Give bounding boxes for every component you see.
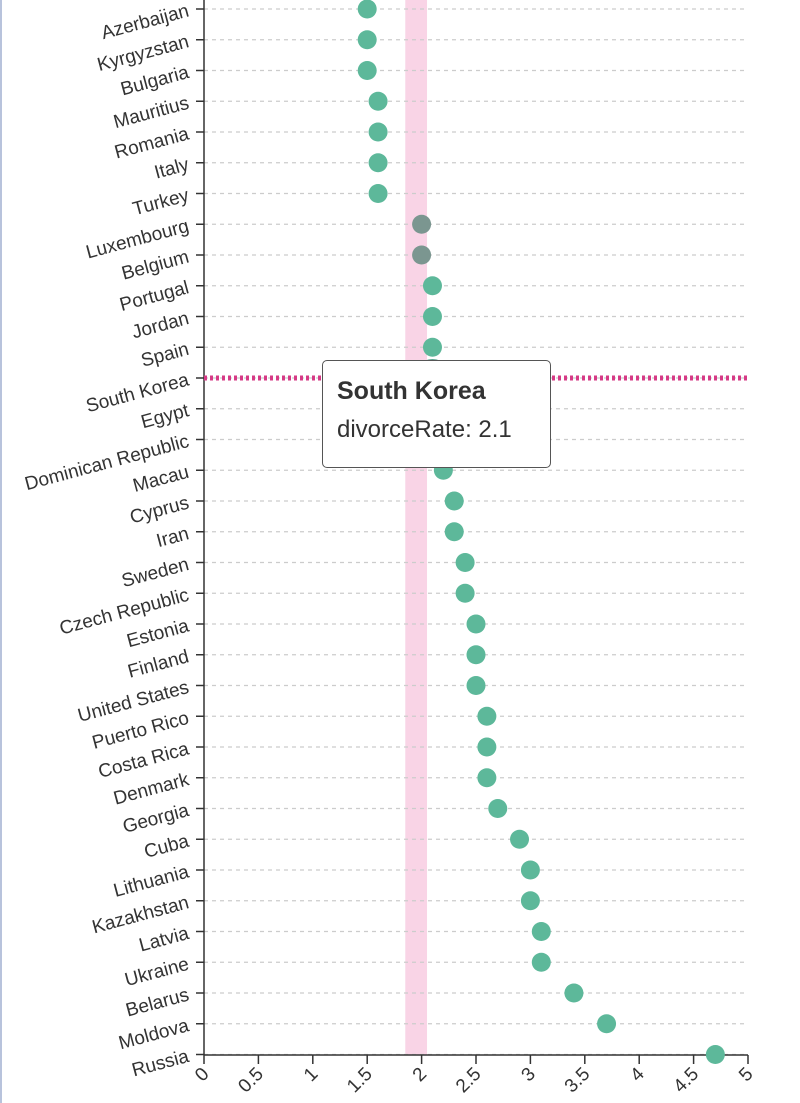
y-tick-label: Turkey xyxy=(130,185,191,220)
data-point[interactable] xyxy=(466,676,486,695)
data-point[interactable] xyxy=(597,1014,617,1034)
y-tick-label: Russia xyxy=(130,1046,192,1081)
data-point[interactable] xyxy=(368,91,388,111)
data-point[interactable] xyxy=(368,153,388,173)
data-point[interactable] xyxy=(455,583,475,603)
window-edge xyxy=(0,0,2,1103)
data-point[interactable] xyxy=(444,522,464,542)
data-point[interactable] xyxy=(466,645,486,665)
y-tick-label: Jordan xyxy=(130,308,192,343)
data-point[interactable] xyxy=(412,214,432,234)
data-point[interactable] xyxy=(422,307,442,326)
data-point[interactable] xyxy=(368,184,388,203)
data-point[interactable] xyxy=(531,952,551,972)
y-tick-label: Italy xyxy=(152,154,192,183)
data-point[interactable] xyxy=(357,30,377,50)
y-tick-label: Egypt xyxy=(139,400,192,433)
data-point[interactable] xyxy=(705,1045,725,1064)
data-point[interactable] xyxy=(357,61,377,80)
x-tick-label: 1.5 xyxy=(343,1064,377,1098)
tooltip-title: South Korea xyxy=(337,377,486,405)
x-tick-label: 3.5 xyxy=(561,1064,595,1098)
data-point[interactable] xyxy=(357,0,377,19)
data-point[interactable] xyxy=(368,122,388,142)
y-tick-label: Latvia xyxy=(137,923,192,957)
x-tick-label: 1 xyxy=(300,1064,322,1086)
y-tick-label: Macau xyxy=(131,462,192,497)
data-point[interactable] xyxy=(488,799,508,818)
data-point[interactable] xyxy=(422,276,442,296)
x-tick-label: 5 xyxy=(735,1064,757,1086)
data-point[interactable] xyxy=(477,737,497,757)
data-point[interactable] xyxy=(564,983,584,1003)
x-tick-label: 2.5 xyxy=(452,1064,486,1098)
x-tick-label: 0.5 xyxy=(234,1064,268,1098)
tooltip-value: 2.1 xyxy=(478,416,512,443)
data-point[interactable] xyxy=(466,614,486,634)
data-point[interactable] xyxy=(520,860,540,880)
y-tick-label: Iran xyxy=(154,523,191,552)
data-point[interactable] xyxy=(520,891,540,911)
data-point[interactable] xyxy=(422,337,442,357)
y-tick-label: Cyprus xyxy=(128,493,192,529)
y-tick-label: Spain xyxy=(139,339,191,372)
data-point[interactable] xyxy=(477,706,497,726)
tooltip-row: divorceRate: 2.1 xyxy=(337,416,512,443)
highlight-band xyxy=(405,0,428,1055)
x-tick-label: 4 xyxy=(626,1063,649,1086)
x-tick-label: 2 xyxy=(409,1064,431,1086)
data-point[interactable] xyxy=(444,491,464,511)
x-tick-label: 0 xyxy=(191,1064,213,1086)
y-tick-label: Cuba xyxy=(142,831,192,863)
data-point[interactable] xyxy=(531,922,551,941)
data-point[interactable] xyxy=(412,245,432,265)
x-tick-label: 3 xyxy=(518,1064,540,1086)
x-tick-label: 4.5 xyxy=(670,1064,704,1098)
data-point[interactable] xyxy=(477,768,497,788)
data-point[interactable] xyxy=(510,829,530,849)
tooltip: South Korea divorceRate: 2.1 xyxy=(322,360,551,468)
tooltip-metric-label: divorceRate xyxy=(337,416,466,443)
data-point[interactable] xyxy=(455,553,475,572)
